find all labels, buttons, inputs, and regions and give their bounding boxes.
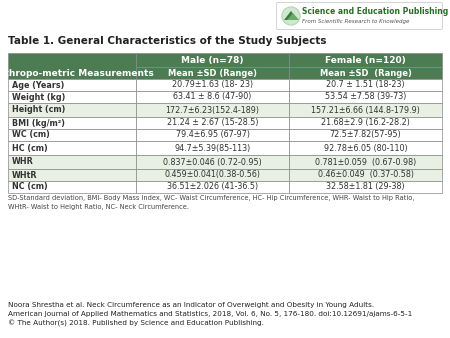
Text: 172.7±6.23(152.4-189): 172.7±6.23(152.4-189)	[166, 105, 260, 115]
Bar	[136, 91, 289, 103]
Bar	[136, 169, 289, 181]
Text: Table 1. General Characteristics of the Study Subjects: Table 1. General Characteristics of the …	[8, 36, 327, 46]
Bar	[136, 129, 289, 141]
Text: 20.7 ± 1.51 (18-23): 20.7 ± 1.51 (18-23)	[326, 80, 405, 90]
Text: 72.5±7.82(57-95): 72.5±7.82(57-95)	[330, 130, 401, 140]
Bar	[8, 129, 136, 141]
Text: 32.58±1.81 (29-38): 32.58±1.81 (29-38)	[326, 183, 405, 192]
Bar	[8, 155, 136, 169]
Text: SD-Standard deviation, BMI- Body Mass Index, WC- Waist Circumference, HC- Hip Ci: SD-Standard deviation, BMI- Body Mass In…	[8, 195, 414, 210]
Text: From Scientific Research to Knowledge: From Scientific Research to Knowledge	[302, 19, 410, 24]
Bar	[289, 53, 442, 67]
Bar	[289, 91, 442, 103]
Text: Height (cm): Height (cm)	[12, 105, 65, 115]
Text: Noora Shrestha et al. Neck Circumference as an Indicator of Overweight and Obesi: Noora Shrestha et al. Neck Circumference…	[8, 302, 374, 308]
Text: Science and Education Publishing: Science and Education Publishing	[302, 7, 448, 17]
Text: Mean ±SD (Range): Mean ±SD (Range)	[168, 69, 257, 77]
Bar	[289, 181, 442, 193]
Text: WHtR: WHtR	[12, 170, 37, 179]
FancyBboxPatch shape	[276, 2, 442, 29]
Bar	[8, 79, 136, 91]
Text: 0.837±0.046 (0.72-0.95): 0.837±0.046 (0.72-0.95)	[163, 158, 262, 167]
Text: Mean ±SD  (Range): Mean ±SD (Range)	[320, 69, 411, 77]
Bar	[289, 117, 442, 129]
Bar	[8, 117, 136, 129]
Text: HC (cm): HC (cm)	[12, 144, 48, 152]
Text: BMI (kg/m²): BMI (kg/m²)	[12, 119, 65, 127]
Text: © The Author(s) 2018. Published by Science and Education Publishing.: © The Author(s) 2018. Published by Scien…	[8, 320, 264, 327]
Text: American Journal of Applied Mathematics and Statistics, 2018, Vol. 6, No. 5, 176: American Journal of Applied Mathematics …	[8, 311, 412, 317]
Text: 53.54 ±7.58 (39-73): 53.54 ±7.58 (39-73)	[325, 93, 406, 101]
Text: Male (n=78): Male (n=78)	[181, 55, 244, 65]
Bar	[8, 53, 136, 79]
Bar	[8, 141, 136, 155]
Bar	[8, 103, 136, 117]
Text: 0.781±0.059  (0.67-0.98): 0.781±0.059 (0.67-0.98)	[315, 158, 416, 167]
Bar	[289, 79, 442, 91]
Text: Weight (kg): Weight (kg)	[12, 93, 65, 101]
Text: 0.459±0.041(0.38-0.56): 0.459±0.041(0.38-0.56)	[165, 170, 261, 179]
Text: NC (cm): NC (cm)	[12, 183, 48, 192]
Circle shape	[282, 7, 300, 25]
Bar	[289, 129, 442, 141]
Text: Age (Years): Age (Years)	[12, 80, 64, 90]
Bar	[289, 155, 442, 169]
Text: 157.21±6.66 (144.8-179.9): 157.21±6.66 (144.8-179.9)	[311, 105, 420, 115]
Text: Female (n=120): Female (n=120)	[325, 55, 406, 65]
Text: 21.24 ± 2.67 (15-28.5): 21.24 ± 2.67 (15-28.5)	[167, 119, 258, 127]
Text: 20.79±1.63 (18- 23): 20.79±1.63 (18- 23)	[172, 80, 253, 90]
Text: 63.41 ± 8.6 (47-90): 63.41 ± 8.6 (47-90)	[173, 93, 252, 101]
Bar	[289, 67, 442, 79]
Text: 79.4±6.95 (67-97): 79.4±6.95 (67-97)	[176, 130, 249, 140]
Text: WHR: WHR	[12, 158, 34, 167]
Bar	[136, 79, 289, 91]
Bar	[8, 181, 136, 193]
Text: WC (cm): WC (cm)	[12, 130, 50, 140]
Bar	[289, 169, 442, 181]
Bar	[136, 103, 289, 117]
Bar	[136, 67, 289, 79]
Bar	[136, 141, 289, 155]
Bar	[136, 155, 289, 169]
Text: 0.46±0.049  (0.37-0.58): 0.46±0.049 (0.37-0.58)	[318, 170, 414, 179]
Text: 21.68±2.9 (16.2-28.2): 21.68±2.9 (16.2-28.2)	[321, 119, 410, 127]
Text: 36.51±2.026 (41-36.5): 36.51±2.026 (41-36.5)	[167, 183, 258, 192]
Bar	[136, 53, 289, 67]
Bar	[289, 141, 442, 155]
Polygon shape	[287, 13, 299, 20]
Polygon shape	[284, 11, 298, 20]
Text: Anthropo-metric Measurements: Anthropo-metric Measurements	[0, 69, 153, 77]
Bar	[136, 117, 289, 129]
Text: 92.78±6.05 (80-110): 92.78±6.05 (80-110)	[324, 144, 407, 152]
Text: 94.7±5.39(85-113): 94.7±5.39(85-113)	[175, 144, 251, 152]
Bar	[8, 169, 136, 181]
Bar	[289, 103, 442, 117]
Bar	[8, 91, 136, 103]
Bar	[136, 181, 289, 193]
